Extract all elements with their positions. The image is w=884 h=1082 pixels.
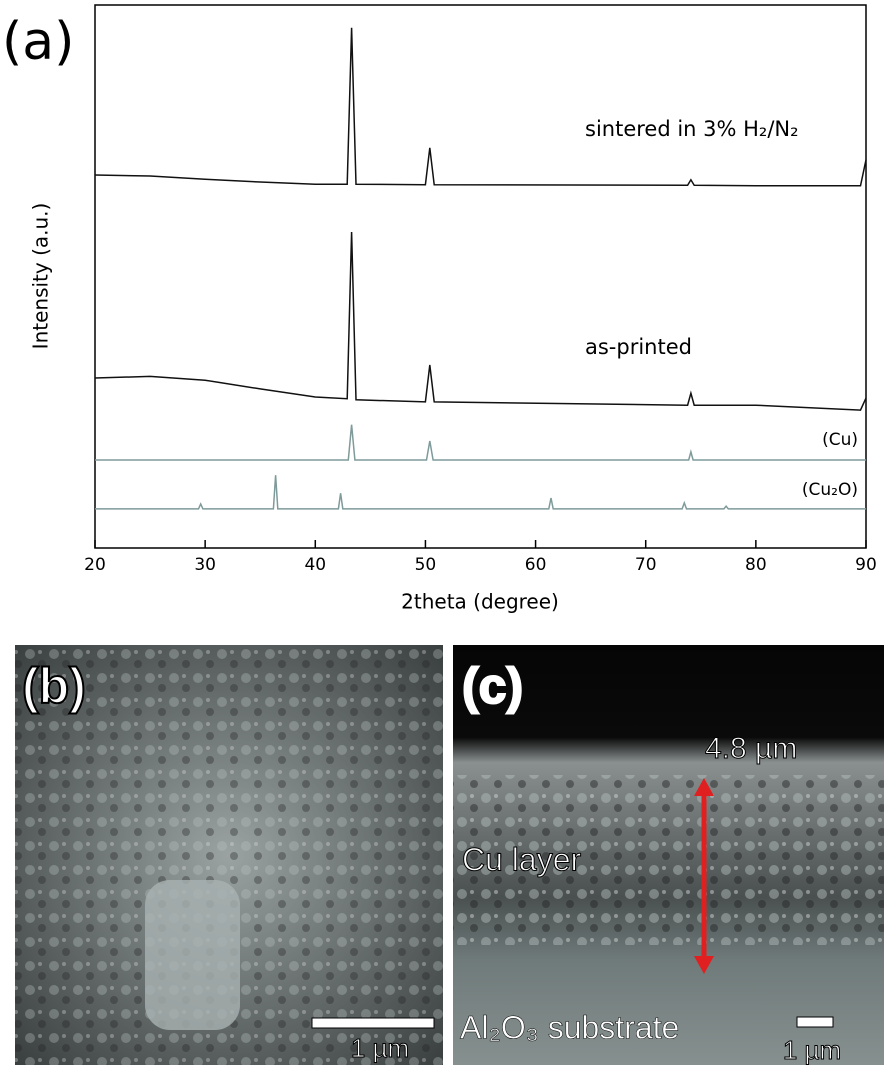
x-tick-label: 40 (304, 555, 326, 575)
arrow-head (694, 778, 714, 796)
panel-b: (b) 1 µm (15, 645, 443, 1065)
panel-label: (c) (462, 658, 523, 714)
substrate-label: Al₂O₃ substrate (460, 1009, 679, 1045)
xrd-trace (95, 475, 866, 510)
x-tick-label: 90 (855, 555, 877, 575)
x-tick-label: 20 (84, 555, 106, 575)
sem-texture (453, 775, 884, 945)
x-tick-label: 70 (635, 555, 657, 575)
plot-frame (94, 4, 867, 549)
panel-c: (c) 4.8 µm Cu layer Al₂O₃ substrate 1 µm (453, 645, 884, 1065)
arrow-head (694, 956, 714, 974)
thickness-label: 4.8 µm (705, 732, 797, 765)
scale-label: 1 µm (783, 1035, 841, 1065)
y-axis-label: Intensity (a.u.) (29, 203, 53, 350)
xrd-trace (94, 231, 867, 411)
x-tick-label: 50 (415, 555, 437, 575)
x-tick-label: 60 (525, 555, 547, 575)
panel-label: (b) (22, 658, 86, 714)
scale-bar (796, 1016, 834, 1028)
trace-label: (Cu₂O) (802, 480, 858, 500)
particle (145, 880, 240, 1030)
xrd-trace (94, 27, 867, 187)
scale-bar (311, 1017, 435, 1029)
x-tick-label: 80 (745, 555, 767, 575)
layer-label: Cu layer (462, 841, 582, 877)
panel-label: (a) (2, 12, 74, 72)
scale-label: 1 µm (351, 1033, 409, 1063)
trace-label: (Cu) (822, 430, 858, 450)
x-axis-label: 2theta (degree) (401, 590, 559, 614)
x-tick-label: 30 (194, 555, 216, 575)
trace-label: sintered in 3% H₂/N₂ (585, 117, 799, 141)
trace-label: as-printed (585, 335, 692, 359)
xrd-trace (95, 424, 866, 461)
